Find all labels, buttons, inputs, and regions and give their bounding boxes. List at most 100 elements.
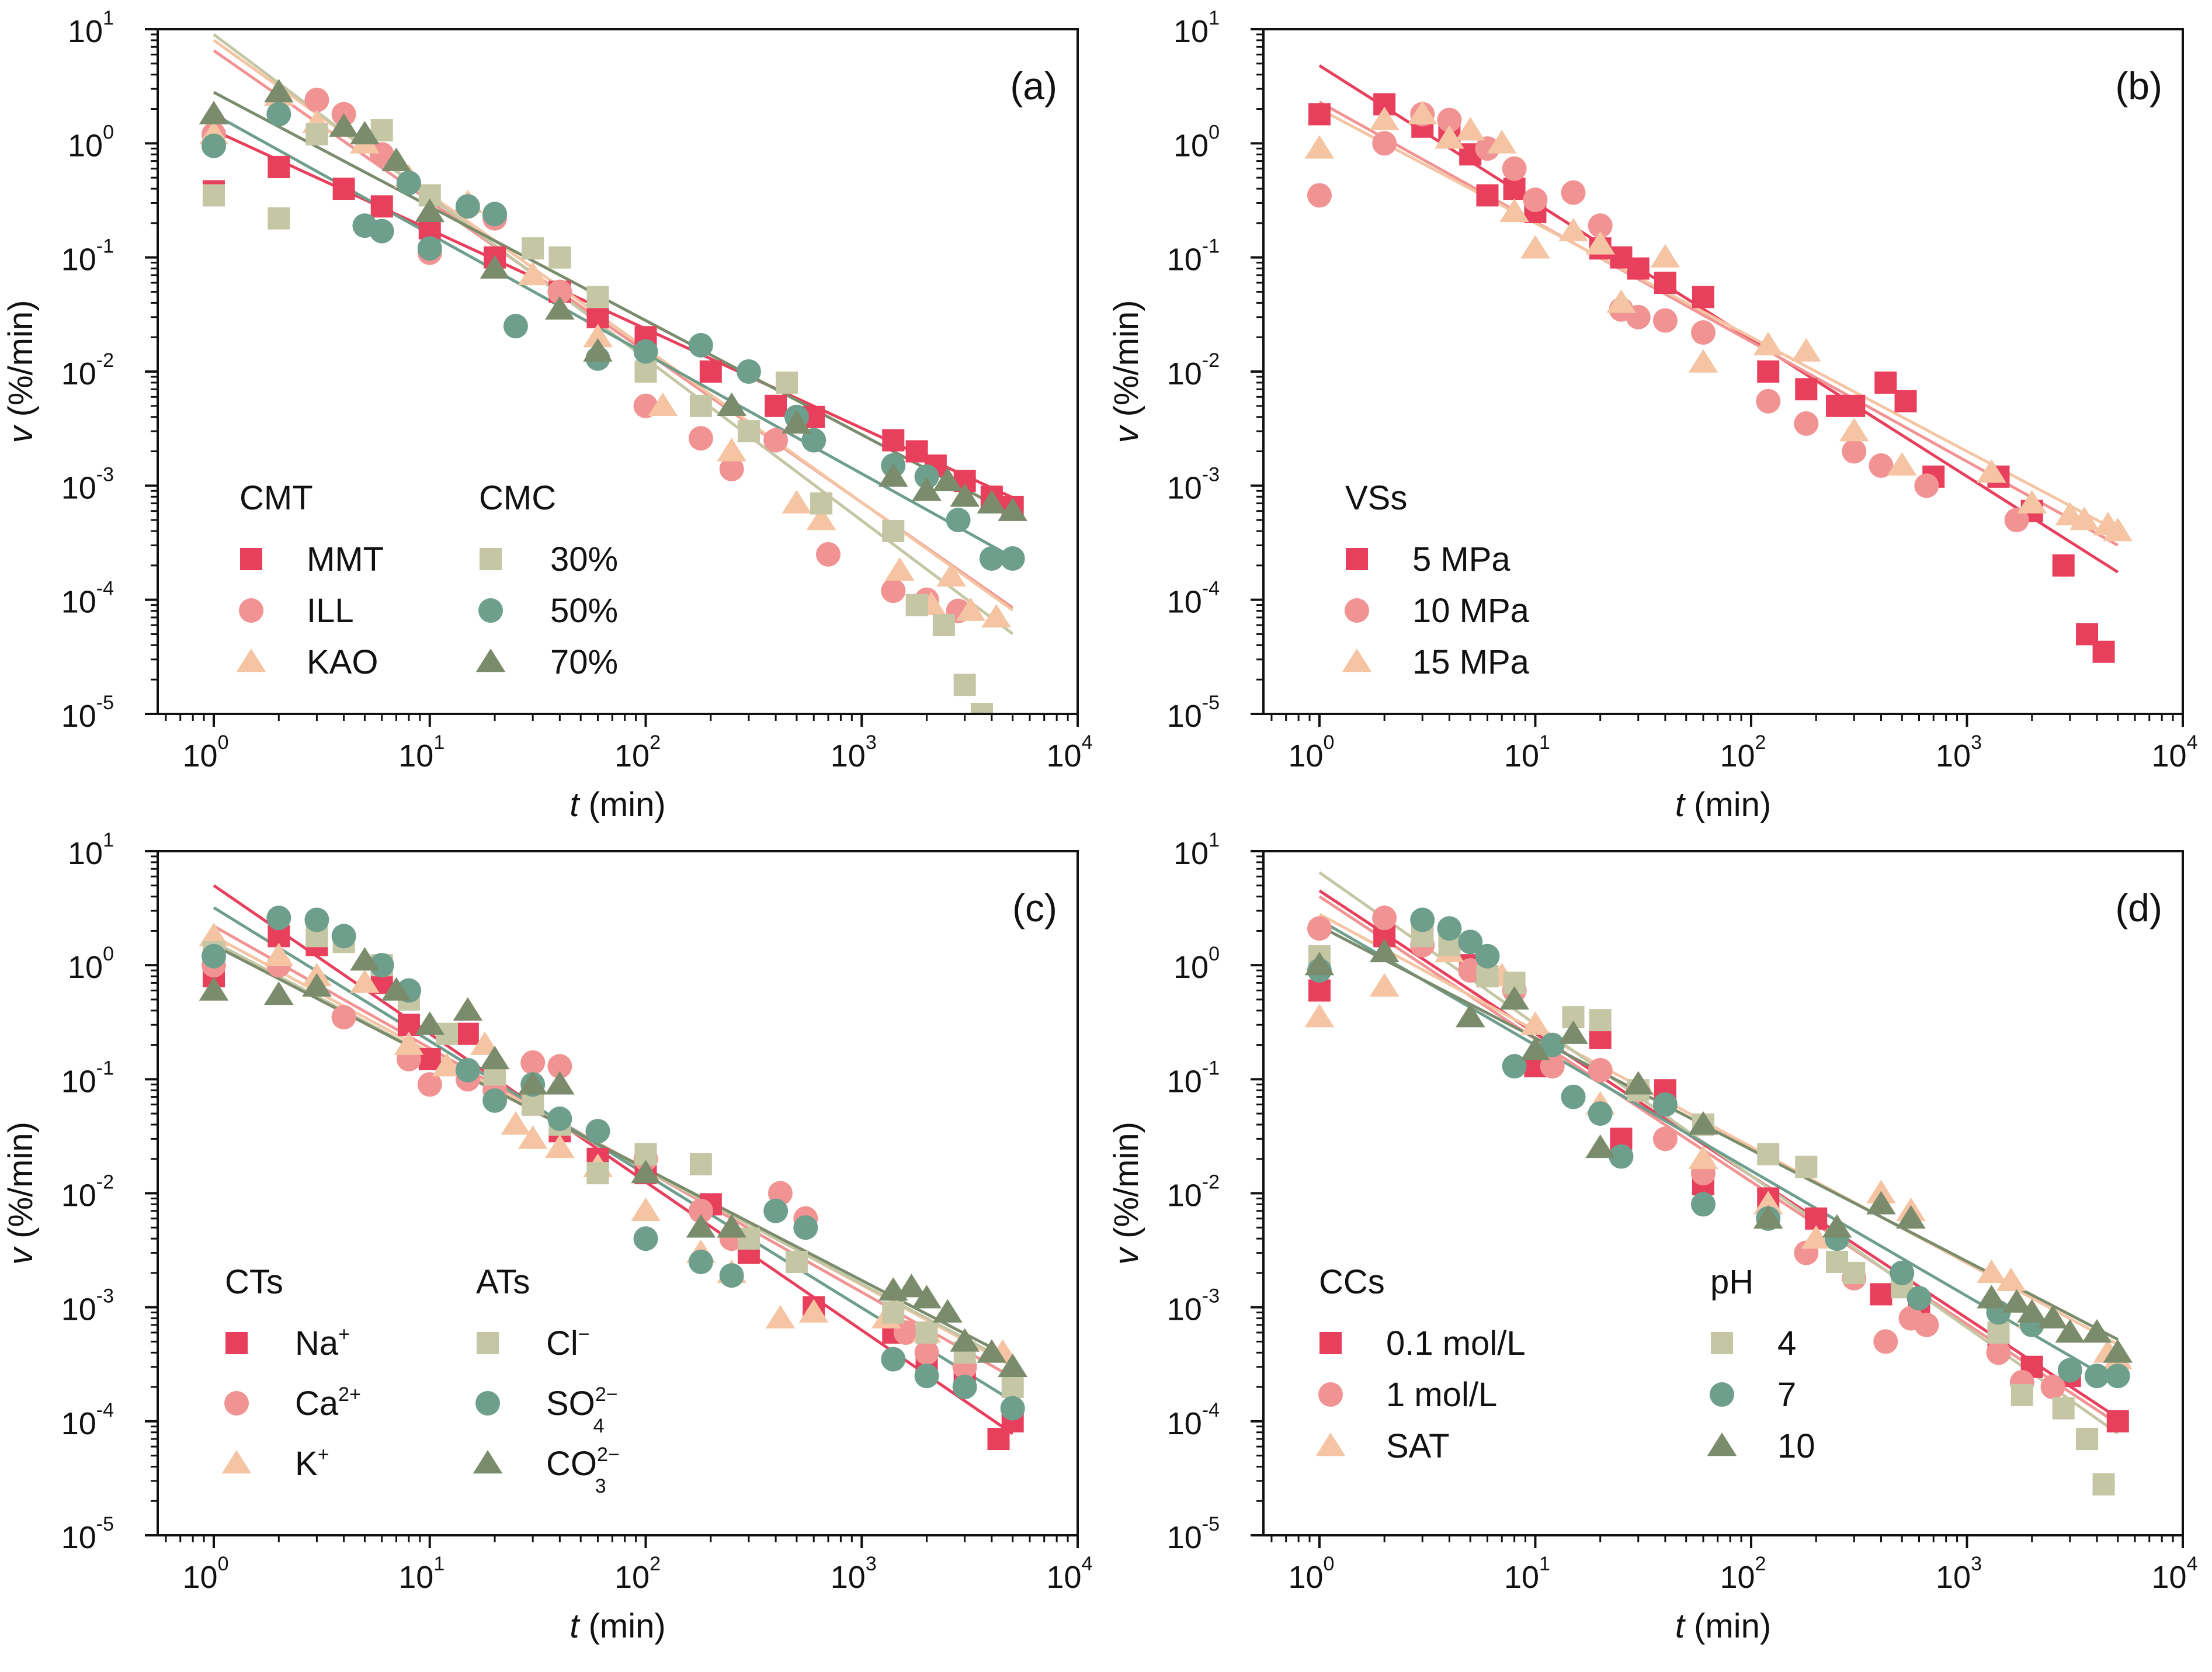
legend-title: CMT xyxy=(239,479,313,517)
data-point xyxy=(2010,1383,2033,1406)
x-tick-label: 102 xyxy=(1720,731,1766,773)
data-point xyxy=(268,155,290,178)
data-point xyxy=(717,1214,746,1238)
data-point xyxy=(688,426,713,451)
data-point xyxy=(782,410,812,434)
data-point xyxy=(266,102,291,127)
legend-label: K+ xyxy=(295,1444,329,1483)
legend-title: CTs xyxy=(225,1263,283,1301)
plot-frame xyxy=(157,850,1079,1536)
data-point xyxy=(915,1321,938,1344)
data-point xyxy=(798,1299,829,1323)
data-point xyxy=(199,922,229,946)
series-3 xyxy=(203,119,993,714)
data-point xyxy=(953,674,976,696)
x-tick-label: 104 xyxy=(2152,1553,2198,1595)
data-point xyxy=(950,483,980,507)
data-point xyxy=(1896,1205,1926,1229)
data-point xyxy=(977,1339,1007,1363)
legend-marker xyxy=(1345,598,1369,623)
data-point xyxy=(633,339,658,364)
data-point xyxy=(1690,1192,1716,1217)
data-point xyxy=(936,563,966,587)
legend-marker xyxy=(1318,1382,1343,1407)
series-4 xyxy=(202,102,1025,571)
data-point xyxy=(1589,1009,1612,1032)
data-point xyxy=(2092,1473,2115,1496)
data-point xyxy=(1801,1225,1831,1249)
data-point xyxy=(688,1198,713,1223)
data-point xyxy=(1369,973,1400,997)
data-point xyxy=(806,507,836,530)
legend-marker xyxy=(475,1391,500,1416)
data-point xyxy=(1652,1126,1678,1151)
data-point xyxy=(1369,106,1400,130)
data-point xyxy=(545,1071,575,1095)
data-point xyxy=(1476,184,1499,207)
legend-title: ATs xyxy=(476,1263,530,1301)
y-tick-label: 10-1 xyxy=(61,1057,114,1099)
y-tick-label: 10-5 xyxy=(61,1513,114,1555)
x-tick-label: 101 xyxy=(1504,731,1550,773)
plot-frame xyxy=(1262,28,2184,715)
data-point xyxy=(1652,308,1678,333)
data-point xyxy=(1688,349,1718,373)
fit-line-2 xyxy=(1318,107,2119,533)
data-point xyxy=(2004,508,2029,533)
data-point xyxy=(1996,1267,2026,1291)
data-point xyxy=(793,1215,818,1240)
data-point xyxy=(381,977,411,1001)
legend-marker xyxy=(221,1450,252,1474)
data-point xyxy=(914,464,939,489)
legend-marker xyxy=(478,598,503,623)
y-tick-label: 10-4 xyxy=(61,1399,114,1441)
legend-marker xyxy=(224,1391,249,1416)
x-tick-label: 100 xyxy=(1288,731,1334,773)
data-point xyxy=(1753,1205,1783,1229)
data-point xyxy=(302,973,332,997)
chart-panel-a: 100 101 102 103 104 10-5 10-4 10-3 10-2 10-1 100 10… xyxy=(2,7,1093,824)
x-tick-label: 103 xyxy=(831,731,877,773)
data-point xyxy=(633,1226,658,1251)
data-point xyxy=(1688,1145,1718,1169)
data-point xyxy=(1609,1144,1634,1169)
data-point xyxy=(1487,130,1517,154)
data-point xyxy=(688,332,713,358)
data-point xyxy=(1308,103,1331,126)
y-tick-label: 101 xyxy=(68,829,114,871)
data-point xyxy=(970,703,993,714)
series-5 xyxy=(199,947,1027,1377)
data-point xyxy=(776,371,798,394)
data-point xyxy=(933,467,963,491)
y-tick-label: 10-1 xyxy=(61,235,114,277)
legend-marker xyxy=(240,548,262,570)
data-point xyxy=(1476,965,1499,988)
series-2 xyxy=(199,922,1018,1363)
legend-label: 30% xyxy=(550,540,618,578)
data-point xyxy=(305,123,328,145)
y-tick-label: 101 xyxy=(1173,7,1220,49)
chart-panel-b: 100 101 102 103 104 10-5 10-4 10-3 10-2 10-1 100 10… xyxy=(1107,7,2198,824)
data-point xyxy=(331,1005,356,1030)
legend-label: 70% xyxy=(550,643,618,681)
series-5 xyxy=(199,78,1027,521)
legend-label: 10 MPa xyxy=(1412,592,1530,630)
data-point xyxy=(350,947,380,971)
data-point xyxy=(455,194,480,219)
data-point xyxy=(2103,518,2133,542)
legend-label: 7 xyxy=(1777,1376,1796,1414)
y-tick-label: 10-2 xyxy=(1167,1171,1220,1213)
data-point xyxy=(801,428,827,453)
data-point xyxy=(1986,1340,2011,1365)
data-point xyxy=(1757,360,1780,383)
legend-marker xyxy=(236,648,266,672)
data-point xyxy=(417,236,442,261)
data-point xyxy=(1585,231,1615,255)
legend-label: ILL xyxy=(307,592,354,630)
data-point xyxy=(1843,1261,1866,1284)
data-point xyxy=(2076,1428,2099,1451)
fit-line-5 xyxy=(213,91,1013,516)
data-point xyxy=(1887,452,1917,476)
data-point xyxy=(369,953,394,978)
data-point xyxy=(522,237,544,260)
